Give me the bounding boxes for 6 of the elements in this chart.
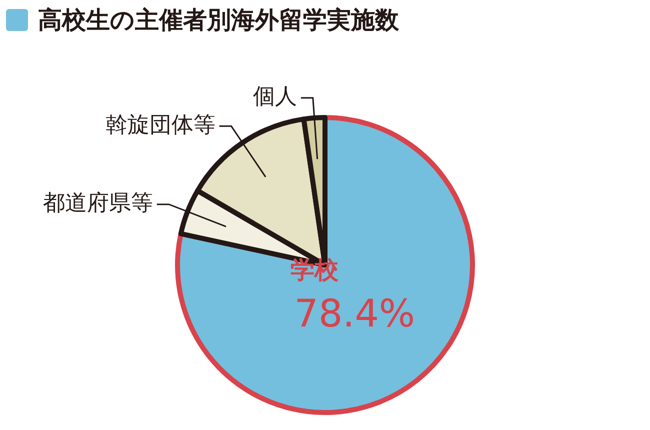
slice-label: 学校 [290, 256, 340, 284]
data-label: 78.4% [294, 292, 415, 336]
slice-label: 都道府県等 [42, 191, 153, 216]
slice-label: 個人 [252, 84, 297, 110]
slice-label: 斡旋団体等 [105, 112, 216, 138]
chart-title: 高校生の主催者別海外留学実施数 [38, 5, 399, 36]
